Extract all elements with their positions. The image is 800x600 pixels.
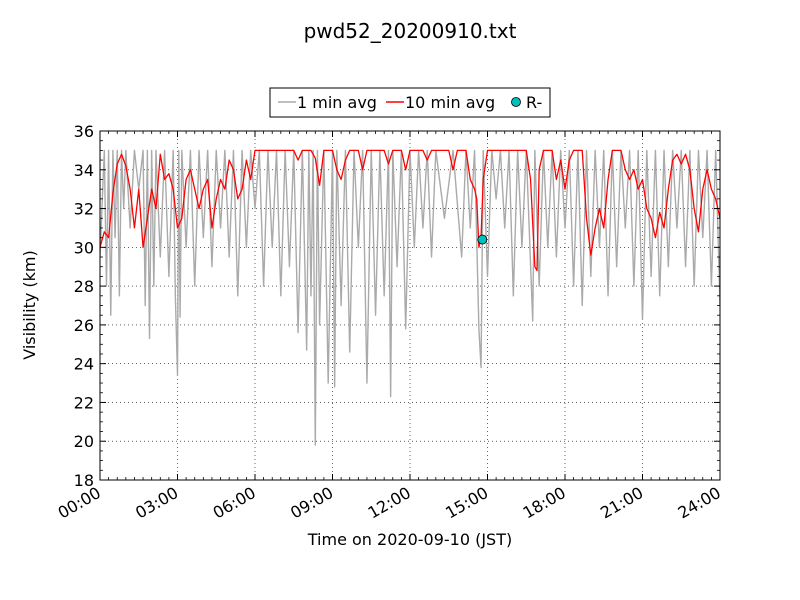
y-tick-label: 26 bbox=[74, 316, 94, 335]
y-tick-label: 28 bbox=[74, 277, 94, 296]
y-tick-label: 34 bbox=[74, 161, 94, 180]
legend-marker-rain bbox=[511, 97, 521, 107]
legend-box bbox=[269, 87, 551, 118]
x-axis-label: Time on 2020-09-10 (JST) bbox=[307, 530, 512, 549]
legend-label-rain: R- bbox=[526, 93, 542, 112]
rain-marker-point bbox=[477, 234, 488, 245]
y-tick-label: 30 bbox=[74, 238, 94, 257]
y-tick-label: 24 bbox=[74, 355, 94, 374]
series-line-10min-avg bbox=[100, 149, 720, 272]
plot-area bbox=[100, 149, 720, 446]
legend-label-1min: 1 min avg bbox=[297, 93, 377, 112]
chart-title: pwd52_20200910.txt bbox=[304, 19, 517, 43]
grid-lines bbox=[100, 131, 720, 480]
y-tick-label: 32 bbox=[74, 200, 94, 219]
series-line-1min-avg bbox=[100, 149, 720, 446]
y-tick-label: 20 bbox=[74, 432, 94, 451]
y-tick-label: 36 bbox=[74, 122, 94, 141]
y-tick-label: 22 bbox=[74, 393, 94, 412]
y-tick-label: 18 bbox=[74, 471, 94, 490]
legend-label-10min: 10 min avg bbox=[405, 93, 495, 112]
axes-frame bbox=[99, 130, 721, 481]
legend: 1 min avg 10 min avg R- bbox=[269, 87, 551, 118]
y-axis-label: Visibility (km) bbox=[20, 250, 39, 359]
